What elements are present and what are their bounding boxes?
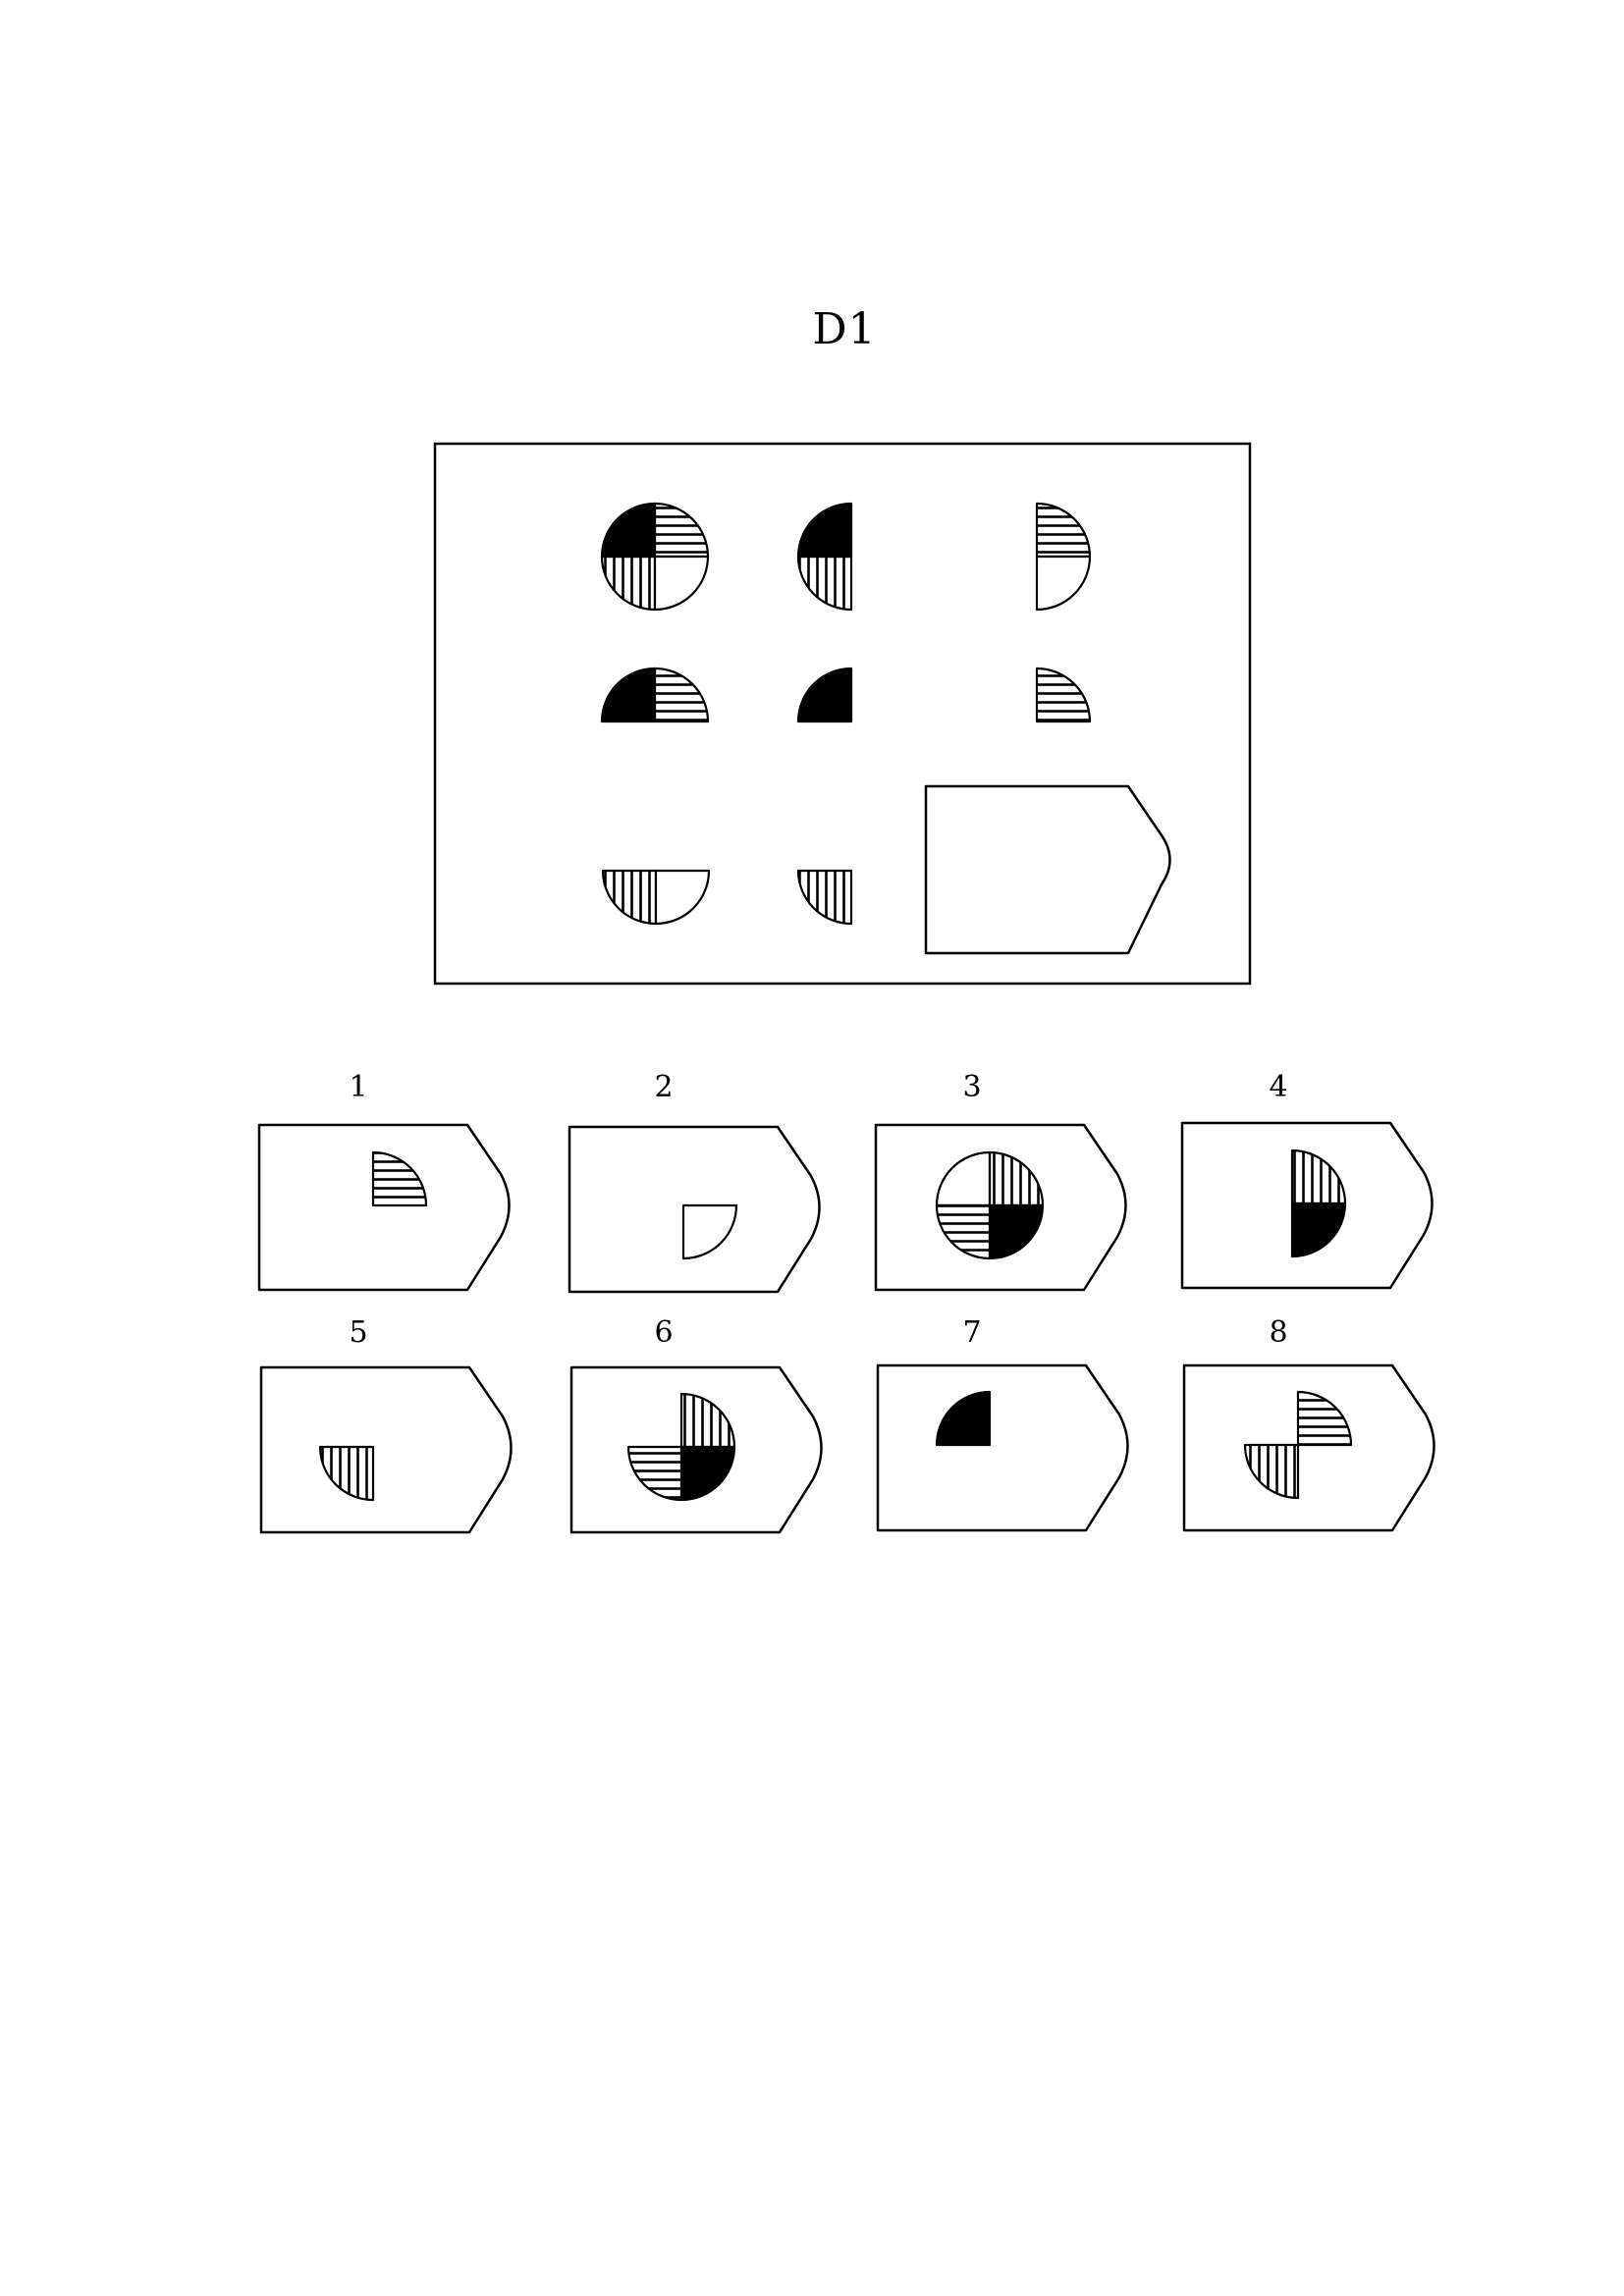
matrix-cell-r2c3 (1035, 667, 1092, 723)
matrix-cell-r1c2 (796, 502, 853, 612)
matrix-cell-r1c1 (600, 502, 710, 612)
matrix-cell-r3c1 (601, 869, 711, 926)
puzzle-title: D1 (812, 304, 877, 354)
option-4[interactable] (1180, 1121, 1434, 1290)
matrix-frame (433, 442, 1252, 986)
option-2[interactable] (568, 1125, 821, 1294)
option-8[interactable] (1182, 1363, 1435, 1532)
option-7[interactable] (876, 1363, 1129, 1532)
option-label-7: 7 (962, 1315, 982, 1350)
option-6[interactable] (569, 1365, 823, 1534)
matrix-cell-r2c1 (600, 667, 710, 723)
option-1[interactable] (257, 1123, 511, 1292)
option-label-2: 2 (654, 1070, 674, 1104)
option-label-8: 8 (1269, 1315, 1288, 1350)
matrix-cell-r3c2 (796, 869, 853, 926)
option-label-4: 4 (1269, 1070, 1288, 1104)
option-label-5: 5 (349, 1315, 368, 1350)
option-label-3: 3 (962, 1070, 982, 1104)
option-label-1: 1 (349, 1070, 368, 1104)
matrix-cell-r2c2 (796, 667, 853, 723)
matrix-cell-r1c3 (1035, 502, 1092, 612)
option-3[interactable] (874, 1123, 1127, 1292)
answer-slot[interactable] (924, 784, 1171, 955)
option-label-6: 6 (654, 1315, 674, 1350)
option-5[interactable] (259, 1365, 513, 1534)
